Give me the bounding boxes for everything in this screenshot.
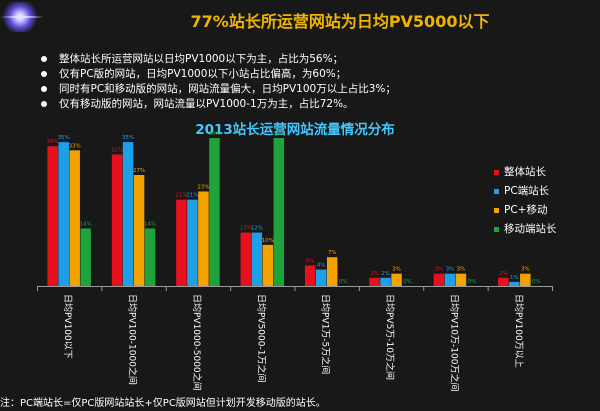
data-label: 35% — [58, 135, 70, 141]
chart-title: 2013站长运营网站流量情况分布 — [195, 122, 395, 138]
bar — [273, 138, 285, 286]
data-label: 14% — [144, 221, 156, 227]
data-label: 3% — [392, 267, 401, 273]
x-tick-label: 日均PV5000-1万之间 — [255, 294, 267, 382]
bar — [262, 244, 274, 286]
data-label: 3% — [457, 267, 466, 273]
data-label: 4% — [317, 263, 326, 269]
data-label: 3% — [446, 267, 455, 273]
data-label: 0% — [339, 279, 348, 285]
legend-item: 整体站长 — [494, 163, 557, 182]
bullet-item: 仅有PC版的网站，日均PV1000以下小站占比偏高，为60%； — [38, 67, 396, 82]
bar — [498, 277, 509, 286]
data-label: 2% — [381, 271, 390, 277]
bar — [380, 277, 391, 286]
data-label: 2% — [499, 271, 508, 277]
data-label: 0% — [403, 279, 412, 285]
bullet-list: 整体站长所运营网站以日均PV1000以下为主，占比为56%； 仅有PC版的网站，… — [38, 52, 396, 112]
legend-swatch — [494, 207, 499, 213]
bar — [369, 277, 380, 286]
data-label: 36% — [273, 131, 285, 137]
x-tick-label: 日均PV5万-10万之间 — [384, 294, 396, 380]
bar — [111, 154, 123, 286]
data-label: 2% — [370, 271, 379, 277]
data-label: 27% — [133, 168, 145, 174]
data-label: 1% — [510, 275, 519, 281]
bar — [315, 269, 327, 286]
data-label: 36% — [208, 131, 220, 137]
bar — [58, 142, 69, 286]
bar — [304, 265, 316, 286]
bar — [80, 228, 91, 286]
bar — [391, 273, 402, 286]
data-label: 0% — [468, 279, 477, 285]
data-label: 7% — [328, 250, 337, 256]
x-tick-label: 日均PV100万以上 — [513, 294, 525, 368]
legend-label: PC+移动 — [504, 204, 548, 216]
lens-flare-ray — [0, 16, 44, 18]
bar — [240, 232, 252, 286]
legend-item: 移动端站长 — [494, 220, 557, 239]
data-label: 13% — [240, 226, 252, 232]
x-tick-label: 日均PV100-1000之间 — [127, 294, 139, 385]
bar — [187, 199, 198, 286]
bar — [133, 175, 145, 286]
bar — [251, 232, 263, 286]
data-label: 0% — [532, 279, 541, 285]
footnote: 注：PC端站长=仅PC版网站站长+仅PC版网站但计划开发移动版的站长。 — [0, 398, 326, 409]
bar — [444, 273, 456, 286]
bar — [122, 142, 134, 286]
bar — [455, 273, 467, 286]
bullet-item: 同时有PC和移动版的网站，网站流量偏大，日均PV100万以上占比3%； — [38, 82, 396, 97]
bar — [47, 146, 58, 286]
legend-item: PC+移动 — [494, 201, 557, 220]
chart-legend: 整体站长 PC端站长 PC+移动 移动端站长 — [494, 163, 557, 239]
data-label: 10% — [262, 238, 274, 244]
bullet-item: 整体站长所运营网站以日均PV1000以下为主，占比为56%； — [38, 52, 396, 67]
legend-label: PC端站长 — [504, 185, 550, 197]
data-label: 21% — [175, 193, 187, 199]
bar — [176, 199, 187, 286]
data-label: 34% — [47, 139, 59, 145]
legend-swatch — [494, 226, 499, 232]
data-label: 32% — [111, 147, 123, 153]
data-label: 12% — [251, 226, 263, 232]
data-label: 14% — [80, 221, 92, 227]
legend-label: 移动端站长 — [504, 223, 557, 235]
bar — [198, 191, 209, 286]
data-label: 5% — [306, 258, 315, 264]
data-label: 3% — [435, 267, 444, 273]
x-tick-label: 日均PV10万-100万之间 — [448, 294, 460, 391]
bar — [69, 150, 80, 286]
data-label: 3% — [521, 267, 530, 273]
data-label: 33% — [69, 143, 81, 149]
data-label: 21% — [186, 193, 198, 199]
bar — [509, 281, 520, 286]
bar — [209, 138, 220, 286]
bar — [326, 257, 338, 286]
x-tick-label: 日均PV100以下 — [62, 294, 74, 359]
headline: 77%站长所运营网站为日均PV5000以下 — [190, 12, 490, 31]
bullet-item: 仅有移动版的网站，网站流量以PV1000-1万为主，占比72%。 — [38, 97, 396, 112]
legend-item: PC端站长 — [494, 182, 557, 201]
bar — [520, 273, 531, 286]
bar — [144, 228, 156, 286]
bar — [433, 273, 445, 286]
data-label: 23% — [197, 184, 209, 190]
legend-swatch — [494, 188, 499, 194]
data-label: 35% — [122, 135, 134, 141]
legend-label: 整体站长 — [504, 166, 546, 178]
legend-swatch — [494, 169, 499, 175]
x-tick-label: 日均PV1000-5000之间 — [191, 294, 203, 391]
x-tick-label: 日均PV1万-5万之间 — [320, 294, 332, 374]
